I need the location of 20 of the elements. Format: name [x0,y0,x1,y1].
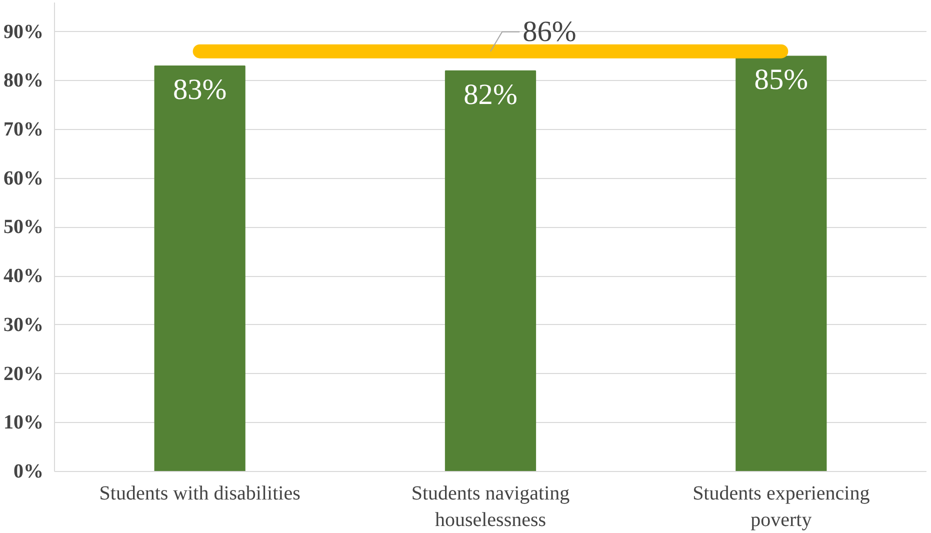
bar [154,66,246,472]
y-tick-label: 40% [4,265,44,288]
x-tick-label: Students navigating houselessness [411,482,570,531]
y-tick-label: 30% [4,314,44,336]
data-label: 85% [754,64,808,96]
data-label: 83% [172,74,227,106]
y-tick-label: 90% [4,20,44,43]
y-tick-label: 80% [4,70,44,92]
x-tick-label: Students with disabilities [99,482,301,504]
y-tick-label: 50% [4,216,44,238]
bar [736,56,827,472]
x-tick-label: Students experiencing poverty [692,482,870,531]
y-tick-label: 60% [4,167,44,190]
data-label: 82% [464,78,518,111]
y-tick-label: 10% [4,412,44,434]
y-tick-label: 70% [4,118,44,141]
y-tick-label: 20% [4,362,44,385]
y-tick-label: 0% [14,460,44,482]
bar [444,70,536,472]
ref-line-label: 86% [522,16,576,48]
